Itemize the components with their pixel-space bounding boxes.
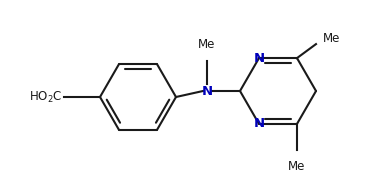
Text: Me: Me — [198, 38, 216, 51]
Text: N: N — [201, 85, 213, 97]
Text: HO$_2$C: HO$_2$C — [29, 89, 62, 105]
Text: Me: Me — [323, 32, 340, 45]
Text: N: N — [254, 52, 265, 65]
Text: Me: Me — [288, 160, 306, 173]
Text: N: N — [254, 117, 265, 130]
